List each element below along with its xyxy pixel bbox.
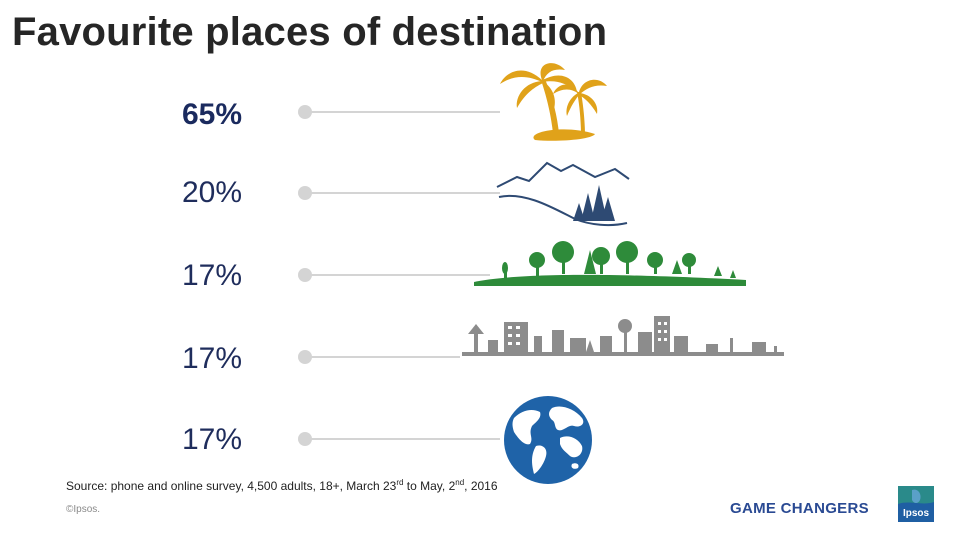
connector-dot [298, 186, 312, 200]
row-beach: 65% [0, 63, 960, 150]
source-note: Source: phone and online survey, 4,500 a… [66, 478, 498, 493]
percentage-value: 17% [182, 423, 243, 456]
percentage-value: 65% [182, 98, 243, 131]
row-mountains: 20% [0, 152, 960, 232]
globe-icon [504, 396, 592, 484]
row-globe: 17% [0, 396, 960, 484]
mountains-icon [496, 161, 630, 227]
connector-line [310, 438, 500, 440]
connector-line [310, 111, 500, 113]
game-changers-tagline: GAME CHANGERS [730, 500, 869, 517]
connector-line [310, 274, 490, 276]
percentage-value: 20% [182, 176, 243, 209]
row-countryside: 17% [0, 235, 960, 315]
ipsos-logo: Ipsos [898, 486, 934, 522]
percentage-value: 17% [182, 342, 243, 375]
copyright-text: ©Ipsos. [66, 504, 101, 515]
svg-text:Ipsos: Ipsos [903, 508, 930, 519]
city-skyline-icon [462, 316, 784, 356]
connector-dot [298, 268, 312, 282]
percentage-value: 17% [182, 259, 243, 292]
palm-trees-icon [500, 63, 607, 141]
connector-line [310, 356, 460, 358]
connector-dot [298, 432, 312, 446]
slide-title: Favourite places of destination [12, 10, 608, 54]
connector-dot [298, 350, 312, 364]
countryside-icon [474, 241, 746, 286]
connector-line [310, 192, 500, 194]
row-city: 17% [0, 316, 960, 398]
connector-dot [298, 105, 312, 119]
